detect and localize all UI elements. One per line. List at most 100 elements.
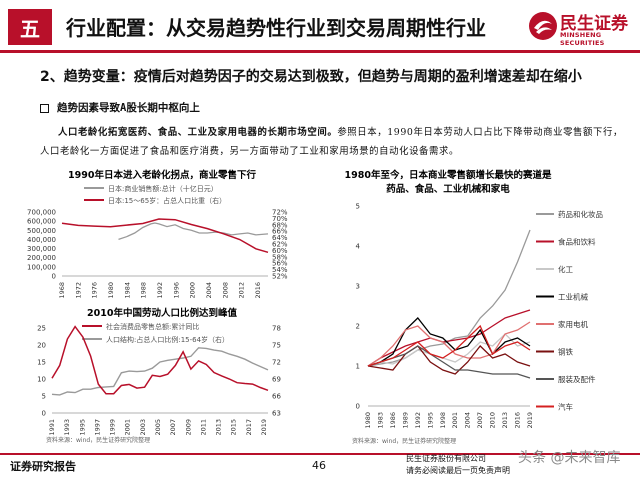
chart3-title-1: 1980年至今，日本商业零售额增长最快的赛道是	[345, 169, 552, 181]
page-title: 行业配置：从交易趋势性行业到交易周期性行业	[66, 16, 486, 40]
chart3-x-tick: 1980	[364, 412, 372, 429]
chart1-y-right-tick: 64%	[272, 234, 288, 242]
chart1-y-right-tick: 58%	[272, 253, 288, 261]
chart2-series	[51, 325, 269, 396]
chart1-y-right-tick: 62%	[272, 241, 288, 249]
chart3-series-3	[367, 317, 531, 367]
chart3-y-axis: 5 4 3 2 1 0	[356, 203, 361, 411]
chart3-y-tick: 3	[356, 283, 360, 291]
chart3-legend-label: 化工	[558, 264, 573, 274]
chart3-y-tick: 1	[356, 363, 360, 371]
chart3-x-tick: 1983	[376, 412, 384, 429]
chart2-x-tick: 2005	[154, 419, 162, 436]
bullet-square-icon	[40, 103, 49, 113]
chart1-y-right-tick: 68%	[272, 221, 288, 229]
chart3-x-axis: 1980 1983 1986 1989 1992 1995 1998 2001 2004 2007…	[364, 412, 534, 429]
chart2-x-tick: 2009	[184, 419, 192, 436]
chart1-x-tick: 2012	[238, 282, 246, 299]
chart3-legend-label: 钢铁	[558, 347, 573, 357]
chart1-series-population	[61, 218, 269, 254]
chart1-x-tick: 1996	[172, 282, 180, 299]
chart3-x-tick: 2013	[501, 412, 509, 429]
bullet-text: 趋势因素导致A股长期中枢向上	[57, 102, 200, 114]
footer-divider	[0, 453, 640, 455]
chart2-legend-2: 人口结构:占总人口比例:15-64岁（右）	[106, 335, 229, 344]
chart1-y-right-tick: 56%	[272, 260, 288, 268]
chart3-series	[367, 229, 531, 379]
chart3-title-2: 药品、食品、工业机械和家电	[386, 183, 510, 195]
chart1-x-tick: 2004	[205, 282, 213, 299]
chart3-legend-label: 食品和饮料	[558, 237, 596, 247]
footer-company: 民生证券股份有限公司	[406, 454, 486, 463]
chart1-x-tick: 1980	[107, 282, 115, 299]
chart3-y-tick: 5	[356, 203, 360, 211]
chart1-y-left-axis: 700,000600,000500,000400,000300,000200,0…	[27, 209, 56, 281]
chart1-y-right-axis: 72%70%68%66%64%62%60%58%56%54%52%	[272, 209, 288, 281]
chart1-y-left-tick: 400,000	[27, 236, 56, 244]
chart2-y-left-tick: 20	[37, 342, 46, 350]
chart1-x-tick: 2000	[189, 282, 197, 299]
chart2-series-population	[51, 347, 269, 396]
chart-china-retail: 2010年中国劳动人口比例达到峰值 社会消费品零售总额:累计同比 人口结构:占总…	[37, 307, 281, 444]
chart2-y-right-tick: 66	[272, 393, 281, 401]
chart2-y-left-tick: 15	[37, 359, 46, 367]
chart1-y-right-tick: 72%	[272, 209, 288, 217]
chart1-x-tick: 2008	[221, 282, 229, 299]
chart2-x-tick: 2019	[260, 419, 268, 436]
chart2-x-tick: 1995	[78, 419, 86, 436]
chart1-x-tick: 1988	[140, 282, 148, 299]
chart1-y-left-tick: 200,000	[27, 254, 56, 262]
chart1-y-left-tick: 700,000	[27, 209, 56, 217]
footer-report-label: 证券研究报告	[10, 460, 76, 473]
watermark: 头条 @未来智库	[518, 450, 621, 466]
chart1-legend-2: 日本:15～65岁：占总人口比重（右）	[108, 196, 226, 205]
page-number: 46	[312, 459, 326, 472]
chart2-y-left-tick: 0	[42, 410, 46, 418]
logo-text-en: MINSHENG SECURITIES	[560, 31, 605, 47]
chart2-y-left-axis: 25 20 15 10 5 0	[37, 325, 46, 418]
chart-japan-sectors: 1980年至今，日本商业零售额增长最快的赛道是 药品、食品、工业机械和家电 5 4…	[345, 169, 603, 445]
chart1-x-tick: 1968	[58, 282, 66, 299]
chart2-y-left-tick: 25	[37, 325, 46, 333]
chart2-title: 2010年中国劳动人口比例达到峰值	[87, 307, 237, 319]
chart3-legend-label: 家用电机	[558, 319, 588, 329]
chart3-series-5	[367, 345, 531, 375]
bullet-heading: 趋势因素导致A股长期中枢向上	[40, 100, 200, 115]
chart3-legend-label: 工业机械	[558, 292, 588, 302]
chart3-y-tick: 4	[356, 243, 361, 251]
chart2-x-tick: 2007	[169, 419, 177, 436]
chart2-x-axis: 1991 1993 1995 1997 1999 2001 2003 2005 2007 2009…	[48, 419, 268, 436]
chart3-series-7	[367, 324, 531, 367]
chart1-y-right-tick: 66%	[272, 228, 288, 236]
chart2-x-tick: 1999	[109, 419, 117, 436]
chart3-legend-label: 服装及配件	[558, 374, 596, 384]
chart1-x-tick: 1976	[91, 282, 99, 299]
chart2-y-left-tick: 10	[37, 376, 46, 384]
body-paragraph: 人口老龄化拓宽医药、食品、工业及家用电器的长期市场空间。参照日本，1990年日本…	[40, 123, 625, 161]
chart1-y-right-tick: 52%	[272, 273, 288, 281]
chart1-y-left-tick: 0	[52, 273, 56, 281]
chart2-x-tick: 1993	[63, 419, 71, 436]
chart2-y-right-tick: 72	[272, 359, 281, 367]
chart3-legend-label: 汽车	[558, 402, 573, 412]
chart2-legend-1: 社会消费品零售总额:累计同比	[106, 322, 199, 331]
paragraph-bold: 人口老龄化拓宽医药、食品、工业及家用电器的长期市场空间。	[58, 127, 338, 138]
header-divider	[0, 50, 640, 53]
subheading: 2、趋势变量：疫情后对趋势因子的交易达到极致，但趋势与周期的盈利增速差却在缩小	[40, 69, 582, 85]
chart1-legend-1: 日本:商业销售额:总计（十亿日元）	[108, 184, 218, 193]
chart3-source: 资料来源：wind，民生证券研究院整理	[352, 437, 456, 445]
chart3-x-tick: 2016	[514, 412, 522, 429]
chart-japan-retail: 1990年日本进入老龄化拐点，商业零售下行 日本:商业销售额:总计（十亿日元） …	[27, 169, 288, 299]
chart3-x-tick: 2001	[451, 412, 459, 429]
chart3-series-4	[367, 321, 531, 367]
chart3-x-tick: 1992	[414, 412, 422, 429]
chart2-series-retail	[51, 325, 269, 395]
chart1-y-left-tick: 500,000	[27, 227, 56, 235]
chart3-x-tick: 1989	[401, 412, 409, 429]
chart1-y-left-tick: 100,000	[27, 263, 56, 271]
chart2-y-right-tick: 69	[272, 376, 281, 384]
chart3-x-tick: 2019	[526, 412, 534, 429]
chart1-y-left-tick: 300,000	[27, 245, 56, 253]
chart2-x-tick: 2013	[215, 419, 223, 436]
